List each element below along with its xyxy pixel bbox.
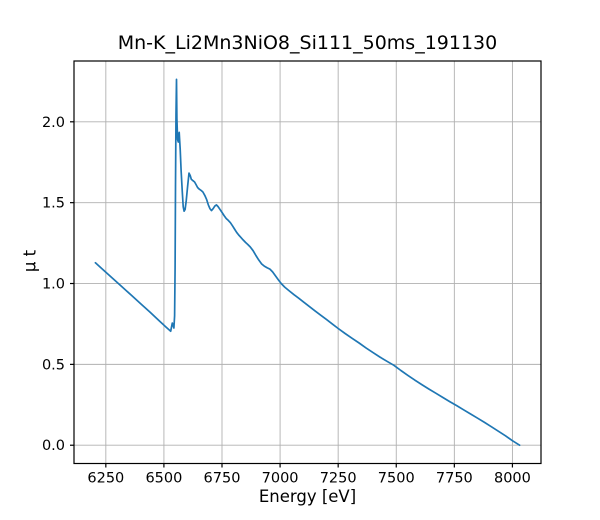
x-tick-label: 8000	[494, 471, 531, 487]
x-tick-label: 7750	[436, 471, 473, 487]
y-tick-label: 0.5	[42, 357, 65, 373]
y-tick-label: 2.0	[42, 115, 65, 131]
y-axis-label: μ t	[20, 249, 40, 273]
x-tick-label: 7500	[378, 471, 415, 487]
y-tick-label: 1.5	[42, 196, 65, 212]
x-axis-label: Energy [eV]	[258, 487, 357, 506]
x-tick-label: 6250	[87, 471, 124, 487]
y-tick-label: 1.0	[42, 277, 65, 293]
chart-title: Mn-K_Li2Mn3NiO8_Si111_50ms_191130	[117, 32, 498, 54]
x-tick-label: 6500	[145, 471, 182, 487]
spectrum-line	[94, 78, 521, 447]
x-tick-label: 7000	[262, 471, 299, 487]
x-tick-label: 7250	[320, 471, 357, 487]
plot-border	[73, 60, 542, 465]
x-tick-label: 6750	[204, 471, 241, 487]
y-tick-label: 0.0	[42, 438, 65, 454]
